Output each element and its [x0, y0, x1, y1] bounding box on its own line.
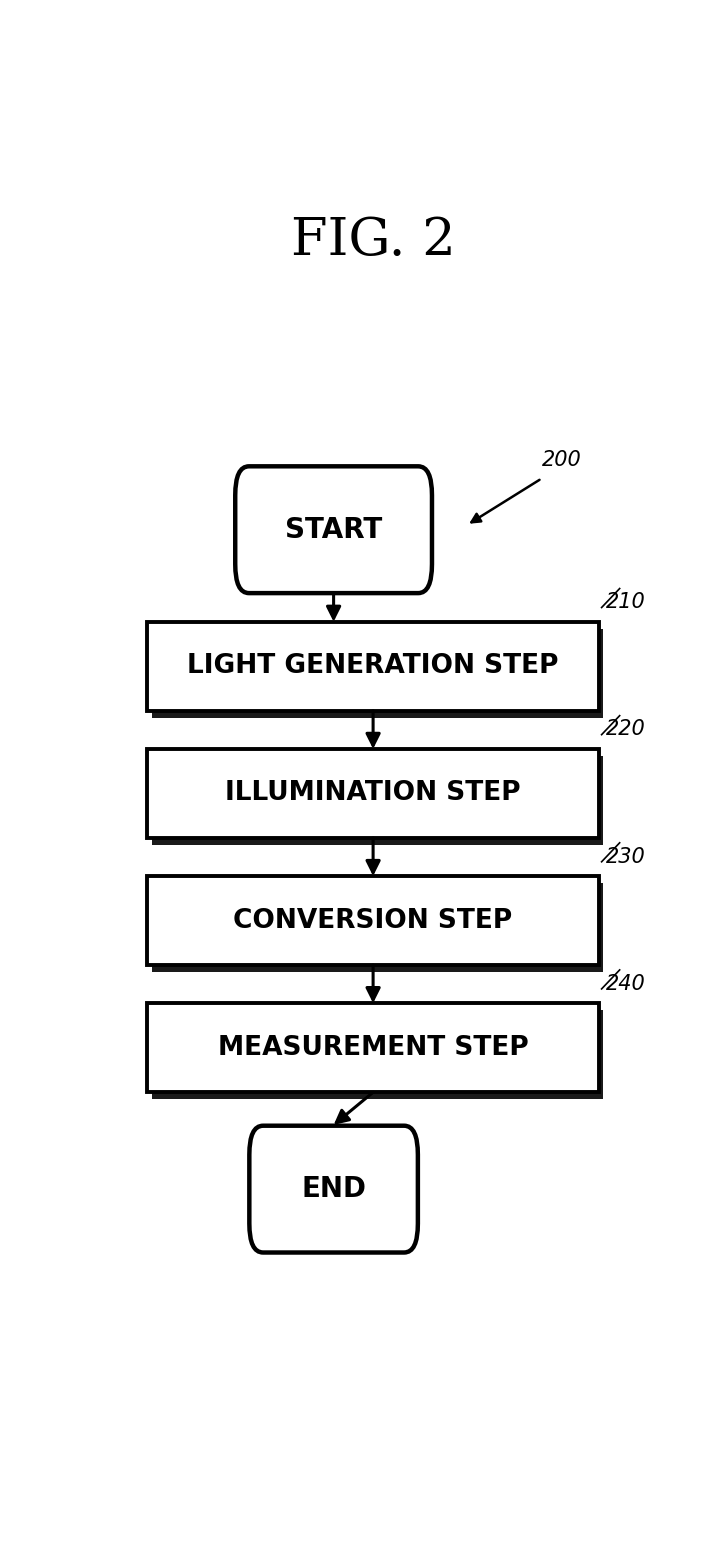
Text: END: END	[301, 1176, 366, 1204]
FancyBboxPatch shape	[152, 756, 604, 846]
Text: LIGHT GENERATION STEP: LIGHT GENERATION STEP	[187, 653, 559, 679]
Text: 220: 220	[606, 719, 645, 739]
FancyBboxPatch shape	[152, 630, 604, 717]
Text: FIG. 2: FIG. 2	[290, 214, 456, 265]
FancyBboxPatch shape	[249, 1126, 418, 1253]
Text: 200: 200	[542, 451, 582, 471]
FancyBboxPatch shape	[147, 622, 598, 711]
Text: START: START	[285, 515, 382, 543]
FancyBboxPatch shape	[147, 876, 598, 966]
FancyBboxPatch shape	[152, 883, 604, 972]
FancyBboxPatch shape	[235, 466, 432, 593]
Text: MEASUREMENT STEP: MEASUREMENT STEP	[218, 1035, 529, 1060]
FancyBboxPatch shape	[147, 1003, 598, 1092]
Text: 230: 230	[606, 847, 645, 867]
Text: CONVERSION STEP: CONVERSION STEP	[234, 907, 513, 934]
Text: ILLUMINATION STEP: ILLUMINATION STEP	[225, 781, 521, 807]
Text: 210: 210	[606, 593, 645, 613]
FancyBboxPatch shape	[152, 1011, 604, 1100]
FancyBboxPatch shape	[147, 748, 598, 838]
Text: 240: 240	[606, 974, 645, 994]
